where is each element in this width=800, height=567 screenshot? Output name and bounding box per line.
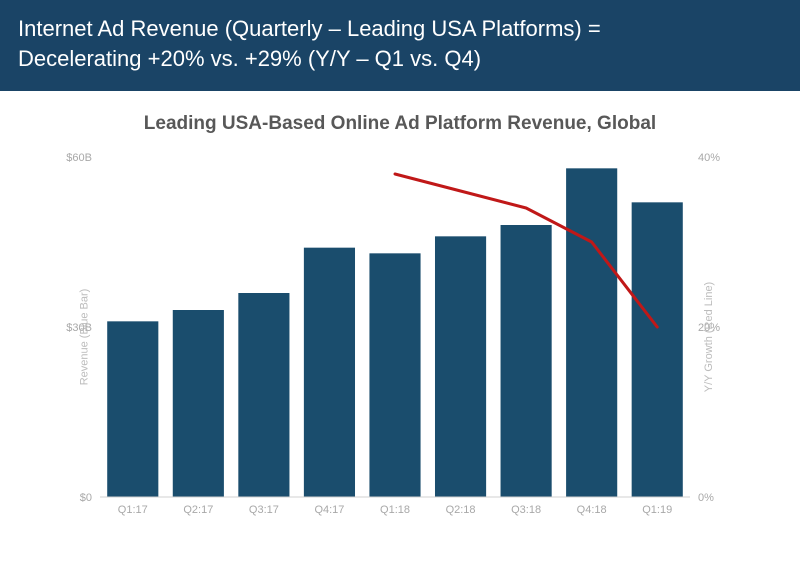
bar <box>238 293 289 497</box>
bar <box>435 237 486 498</box>
x-tick-label: Q3:17 <box>249 504 279 516</box>
bar <box>566 169 617 498</box>
x-tick-label: Q2:18 <box>446 504 476 516</box>
x-tick-label: Q3:18 <box>511 504 541 516</box>
bar <box>501 225 552 497</box>
x-tick-label: Q2:17 <box>183 504 213 516</box>
y-left-tick-label: $0 <box>80 492 92 504</box>
bar <box>304 248 355 497</box>
x-tick-label: Q1:17 <box>118 504 148 516</box>
x-tick-label: Q4:18 <box>577 504 607 516</box>
header-line-2: Decelerating +20% vs. +29% (Y/Y – Q1 vs.… <box>18 44 782 74</box>
y-right-axis-label: Y/Y Growth (Red Line) <box>703 282 715 392</box>
bar <box>107 322 158 498</box>
chart-container: Revenue (Blue Bar) Y/Y Growth (Red Line)… <box>40 145 760 528</box>
bar <box>632 203 683 498</box>
x-tick-label: Q4:17 <box>314 504 344 516</box>
x-tick-label: Q1:19 <box>642 504 672 516</box>
y-right-tick-label: 0% <box>698 492 714 504</box>
chart-svg: $0$30B$60B0%20%40%Q1:17Q2:17Q3:17Q4:17Q1… <box>40 145 744 523</box>
y-right-tick-label: 40% <box>698 152 720 164</box>
x-tick-label: Q1:18 <box>380 504 410 516</box>
slide-header: Internet Ad Revenue (Quarterly – Leading… <box>0 0 800 91</box>
chart-title: Leading USA-Based Online Ad Platform Rev… <box>0 113 800 135</box>
y-left-tick-label: $60B <box>66 152 92 164</box>
y-left-axis-label: Revenue (Blue Bar) <box>78 289 90 386</box>
bar <box>369 254 420 498</box>
bar <box>173 310 224 497</box>
header-line-1: Internet Ad Revenue (Quarterly – Leading… <box>18 14 782 44</box>
